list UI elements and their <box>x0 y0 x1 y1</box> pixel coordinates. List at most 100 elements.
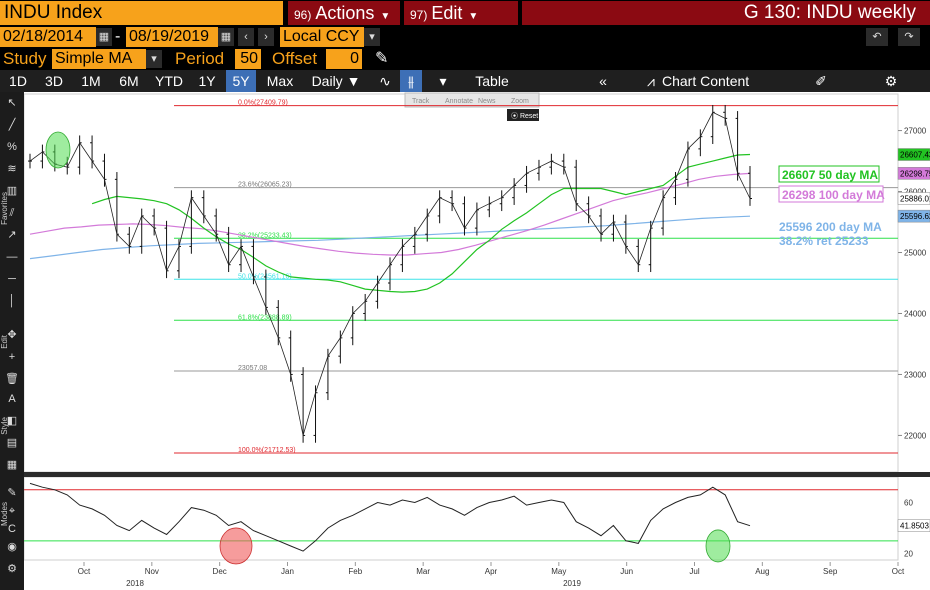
dash-tool-icon[interactable]: — <box>6 251 18 263</box>
table-button[interactable]: Table <box>475 73 509 89</box>
mini-toolbar-zoom: Zoom <box>511 98 529 105</box>
range-button-ytd[interactable]: YTD <box>155 73 183 89</box>
x-tick-label: Mar <box>416 567 430 576</box>
annotation-200ma: 25596 200 day MA <box>779 220 882 234</box>
right-axis-tag <box>897 148 930 161</box>
price-chart[interactable]: Track Annotate News Zoom ⦿ Reset 22000 23000 24… <box>0 92 930 590</box>
x-tick-label: Jul <box>689 567 699 576</box>
frequency-select[interactable]: Daily ▼ <box>304 70 368 92</box>
x-tick-label: Nov <box>145 567 159 576</box>
edit-menu-button[interactable]: 97) Edit ▼ <box>404 1 518 25</box>
line-tool-icon[interactable]: ╱ <box>8 119 16 131</box>
end-date-field[interactable]: 08/19/2019 <box>126 27 218 47</box>
calendar-icon[interactable]: ▦ <box>218 28 234 46</box>
pencil-icon[interactable]: ✎ <box>375 50 389 67</box>
vline-tool-icon[interactable]: │ <box>8 295 16 307</box>
edit-menu-number: 97) <box>410 8 428 22</box>
y-tick-label: 25000 <box>904 249 927 258</box>
chart-content-icon: ⩘ <box>647 73 655 89</box>
date-range-bar: 02/18/2014 ▦ - 08/19/2019 ▦ ‹ › Local CC… <box>0 26 930 48</box>
hline-tool-icon[interactable]: ─ <box>8 273 16 285</box>
bar-chart-icon[interactable]: ⫵ <box>400 70 422 92</box>
range-button-1d[interactable]: 1D <box>9 73 27 89</box>
actions-menu-number: 96) <box>294 8 312 22</box>
actions-menu-button[interactable]: 96) Actions ▼ <box>288 1 400 25</box>
undo-icon[interactable]: ↶ <box>866 28 888 46</box>
fib-level-label: 23057.08 <box>238 365 267 372</box>
reset-button-label: ⦿ Reset <box>511 112 538 120</box>
fib-level-label: 61.8%(23888.89) <box>238 314 292 321</box>
line-chart-icon[interactable]: ∿ <box>379 73 391 89</box>
y-tick-label: 22000 <box>904 431 927 440</box>
range-button-1y[interactable]: 1Y <box>198 73 216 89</box>
percent-tool-icon[interactable]: % <box>7 141 17 153</box>
range-button-3d[interactable]: 3D <box>45 73 63 89</box>
annotation-50ma: 26607 50 day MA <box>782 168 878 182</box>
edit-chart-icon[interactable]: ✐ <box>815 73 827 89</box>
study-select[interactable]: Simple MA <box>52 49 146 69</box>
right-axis-tag <box>897 167 930 180</box>
period-input[interactable]: 50 <box>235 49 261 69</box>
rsi-current-tag <box>897 519 930 532</box>
edit-menu-label: Edit <box>431 3 463 23</box>
range-button-1m[interactable]: 1M <box>81 73 101 89</box>
study-label: Study <box>3 49 47 68</box>
arrow-tool-icon[interactable]: ↗ <box>7 229 17 241</box>
panel-divider <box>24 472 930 477</box>
side-label-style: Style <box>0 417 9 435</box>
chevron-left-icon[interactable]: ‹ <box>238 28 254 46</box>
actions-menu-label: Actions <box>315 3 375 23</box>
c-tool-icon[interactable]: C <box>8 523 16 535</box>
x-tick-label: Oct <box>78 567 91 576</box>
chevron-down-icon[interactable]: ▾ <box>146 50 162 68</box>
redo-icon[interactable]: ↷ <box>898 28 920 46</box>
rsi-current-label: 41.8503 <box>900 522 929 531</box>
range-button-6m[interactable]: 6M <box>119 73 139 89</box>
chart-area: Track Annotate News Zoom ⦿ Reset 22000 23000 24… <box>0 92 930 590</box>
mini-toolbar-news: News <box>478 98 496 105</box>
grid-tool-icon[interactable]: ▥ <box>6 185 18 197</box>
plus-icon[interactable]: + <box>8 351 16 363</box>
side-label-modes: Modes <box>0 502 9 527</box>
range-button-max[interactable]: Max <box>266 73 294 89</box>
currency-select[interactable]: Local CCY <box>280 27 364 47</box>
crosshair-tool-icon[interactable]: ⌖ <box>8 505 16 517</box>
x-tick-label: Sep <box>823 567 838 576</box>
x-tick-label: May <box>551 567 566 576</box>
style-tool-icon[interactable]: ▦ <box>6 459 18 471</box>
y-tick-label: 26000 <box>904 188 927 197</box>
security-ticker[interactable]: INDU Index <box>0 1 283 25</box>
collapse-icon[interactable]: « <box>599 73 607 89</box>
trash-icon[interactable]: 🗑 <box>5 373 19 385</box>
magic-tool-icon[interactable]: ✎ <box>7 487 17 499</box>
chart-content-button[interactable]: Chart Content <box>662 73 750 89</box>
rsi-y-tick-label: 20 <box>904 550 913 559</box>
chevron-down-icon[interactable]: ▾ <box>439 73 447 89</box>
range-button-5y[interactable]: 5Y <box>226 70 256 92</box>
ma50-line <box>91 153 751 293</box>
y-tick-label: 23000 <box>904 370 927 379</box>
start-date-field[interactable]: 02/18/2014 <box>0 27 96 47</box>
right-axis-tag <box>897 192 930 205</box>
price-line <box>29 111 751 436</box>
chevron-down-icon[interactable]: ▾ <box>364 28 380 46</box>
brush-tool-icon[interactable]: ▤ <box>6 437 18 449</box>
text-tool-icon[interactable]: A <box>8 393 16 405</box>
offset-input[interactable]: 0 <box>326 49 362 69</box>
x-tick-label: Apr <box>485 567 498 576</box>
calendar-icon[interactable]: ▦ <box>96 28 112 46</box>
chevron-right-icon[interactable]: › <box>258 28 274 46</box>
chart-title: G 130: INDU weekly <box>522 1 930 25</box>
chart-toolbar: 1D 3D 1M 6M YTD 1Y 5Y Max Daily ▼ ∿ ⫵ ▾ … <box>0 70 930 92</box>
color-tool-icon[interactable]: ◧ <box>6 415 18 427</box>
cursor-icon[interactable]: ↖ <box>7 97 17 109</box>
x-tick-label: Oct <box>892 567 905 576</box>
gear-icon[interactable]: ⚙ <box>884 73 898 89</box>
channel-tool-icon[interactable]: ⫽ <box>9 207 15 219</box>
move-icon[interactable]: ✥ <box>7 329 17 341</box>
y-tick-label: 24000 <box>904 309 927 318</box>
settings-small-icon[interactable]: ⚙ <box>7 563 17 575</box>
reset-button <box>507 109 539 121</box>
fibonacci-tool-icon[interactable]: ≋ <box>7 163 17 175</box>
palette-icon[interactable]: ◉ <box>7 541 17 553</box>
